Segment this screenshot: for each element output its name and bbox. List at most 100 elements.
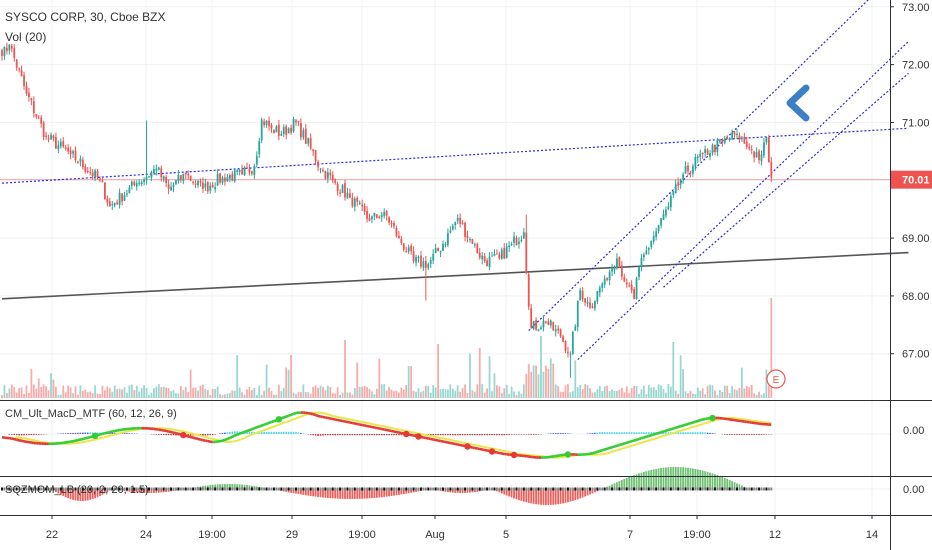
macd-histogram-bar (72, 432, 74, 434)
candle-body (454, 222, 457, 226)
sqz-momentum-bar (677, 467, 680, 489)
macd-histogram-bar (13, 434, 16, 435)
macd-histogram-bar (447, 434, 449, 436)
sqz-state-dot (432, 487, 435, 491)
macd-line-segment (631, 439, 635, 443)
volume-bar (576, 387, 579, 398)
candle-body (667, 206, 670, 210)
macd-histogram-bar (400, 434, 403, 436)
sqz-state-dot (167, 487, 170, 491)
sqz-state-dot (165, 487, 168, 491)
sqz-state-dot (464, 487, 467, 491)
macd-histogram-bar (96, 432, 99, 434)
sqz-state-dot (243, 487, 246, 491)
volume-bar (758, 391, 760, 398)
time-tick-label: 19:00 (198, 529, 226, 541)
macd-histogram-bar (599, 432, 601, 434)
macd-histogram-bar (650, 432, 653, 434)
sqz-state-dot (346, 487, 349, 491)
candle-body (28, 92, 30, 98)
macd-line-segment (677, 425, 682, 429)
candle-body (613, 268, 616, 270)
candle-body (758, 150, 760, 161)
sqz-momentum-bar (699, 469, 702, 489)
macd-histogram-bar (763, 434, 765, 435)
volume-bar (638, 394, 640, 398)
sqz-state-dot (23, 487, 26, 491)
macd-histogram-bar (162, 434, 165, 435)
macd-line-segment (327, 416, 331, 420)
volume-bar (214, 388, 217, 398)
volume-bar (295, 394, 297, 398)
volume-bar (635, 385, 638, 398)
sqz-momentum-bar (564, 489, 567, 503)
sqz-state-dot (395, 487, 398, 491)
sqz-momentum-bar (378, 489, 381, 498)
candle-body (393, 222, 395, 227)
macd-line-segment (379, 427, 383, 431)
candle-body (567, 351, 569, 353)
macd-histogram-bar (336, 434, 339, 436)
sqz-state-dot (13, 487, 16, 491)
sqz-state-dot (96, 487, 99, 491)
sqz-momentum-bar (454, 489, 457, 493)
macd-histogram-bar (187, 434, 189, 436)
candle-body (620, 265, 623, 277)
candle-body (341, 184, 344, 193)
sqz-momentum-bar (576, 489, 579, 500)
sqz-state-dot (500, 487, 503, 491)
candle-body (422, 261, 425, 268)
volume-bar (745, 385, 748, 398)
price-tick-label: 69.00 (902, 233, 930, 245)
candle-body (594, 300, 596, 309)
macd-histogram-bar (236, 431, 238, 434)
macd-histogram-bar (368, 434, 371, 436)
macd-line-segment (435, 438, 439, 442)
volume-bar (525, 373, 528, 398)
sqz-state-dot (591, 487, 594, 491)
sqz-momentum-bar (329, 489, 332, 499)
sqz-momentum-bar (226, 484, 229, 489)
channel-line (577, 41, 909, 360)
volume-bar (741, 367, 743, 398)
macd-histogram-bar (442, 434, 444, 436)
sqz-state-dot (265, 487, 268, 491)
candle-body (199, 181, 202, 183)
macd-histogram-bar (589, 433, 591, 434)
volume-bar (258, 385, 261, 398)
sqz-momentum-bar (366, 489, 368, 499)
macd-histogram-bar (388, 434, 390, 436)
chart-title: SYSCO CORP, 30, Cboe BZX (5, 10, 166, 24)
macd-histogram-bar (268, 431, 270, 434)
sqz-state-dot (466, 487, 469, 491)
volume-bar (706, 385, 709, 398)
candle-body (351, 197, 354, 207)
macd-histogram-bar (158, 434, 160, 435)
macd-line-segment (99, 432, 103, 436)
macd-histogram-bar (699, 432, 702, 434)
volume-bar (361, 386, 364, 398)
sqz-state-dot (380, 487, 383, 491)
sqz-state-dot (199, 487, 202, 491)
sqz-momentum-bar (346, 489, 349, 499)
sqz-state-dot (713, 487, 716, 491)
sqz-state-dot (417, 487, 420, 491)
earnings-marker[interactable] (766, 369, 786, 389)
candle-body (395, 228, 398, 236)
macd-histogram-bar (69, 433, 72, 434)
candle-body (79, 158, 82, 162)
sqz-momentum-bar (451, 489, 454, 493)
candle-body (388, 217, 390, 223)
sqz-state-dot (123, 487, 126, 491)
macd-histogram-bar (285, 431, 287, 434)
macd-histogram-bar (616, 432, 618, 434)
volume-bar (432, 385, 435, 398)
candle-body (554, 329, 557, 332)
volume-bar (451, 388, 454, 398)
sqz-state-dot (579, 487, 582, 491)
sqz-state-dot (731, 487, 734, 491)
candle-body (317, 161, 319, 168)
candle-body (530, 308, 533, 328)
volume-bar (339, 394, 341, 398)
